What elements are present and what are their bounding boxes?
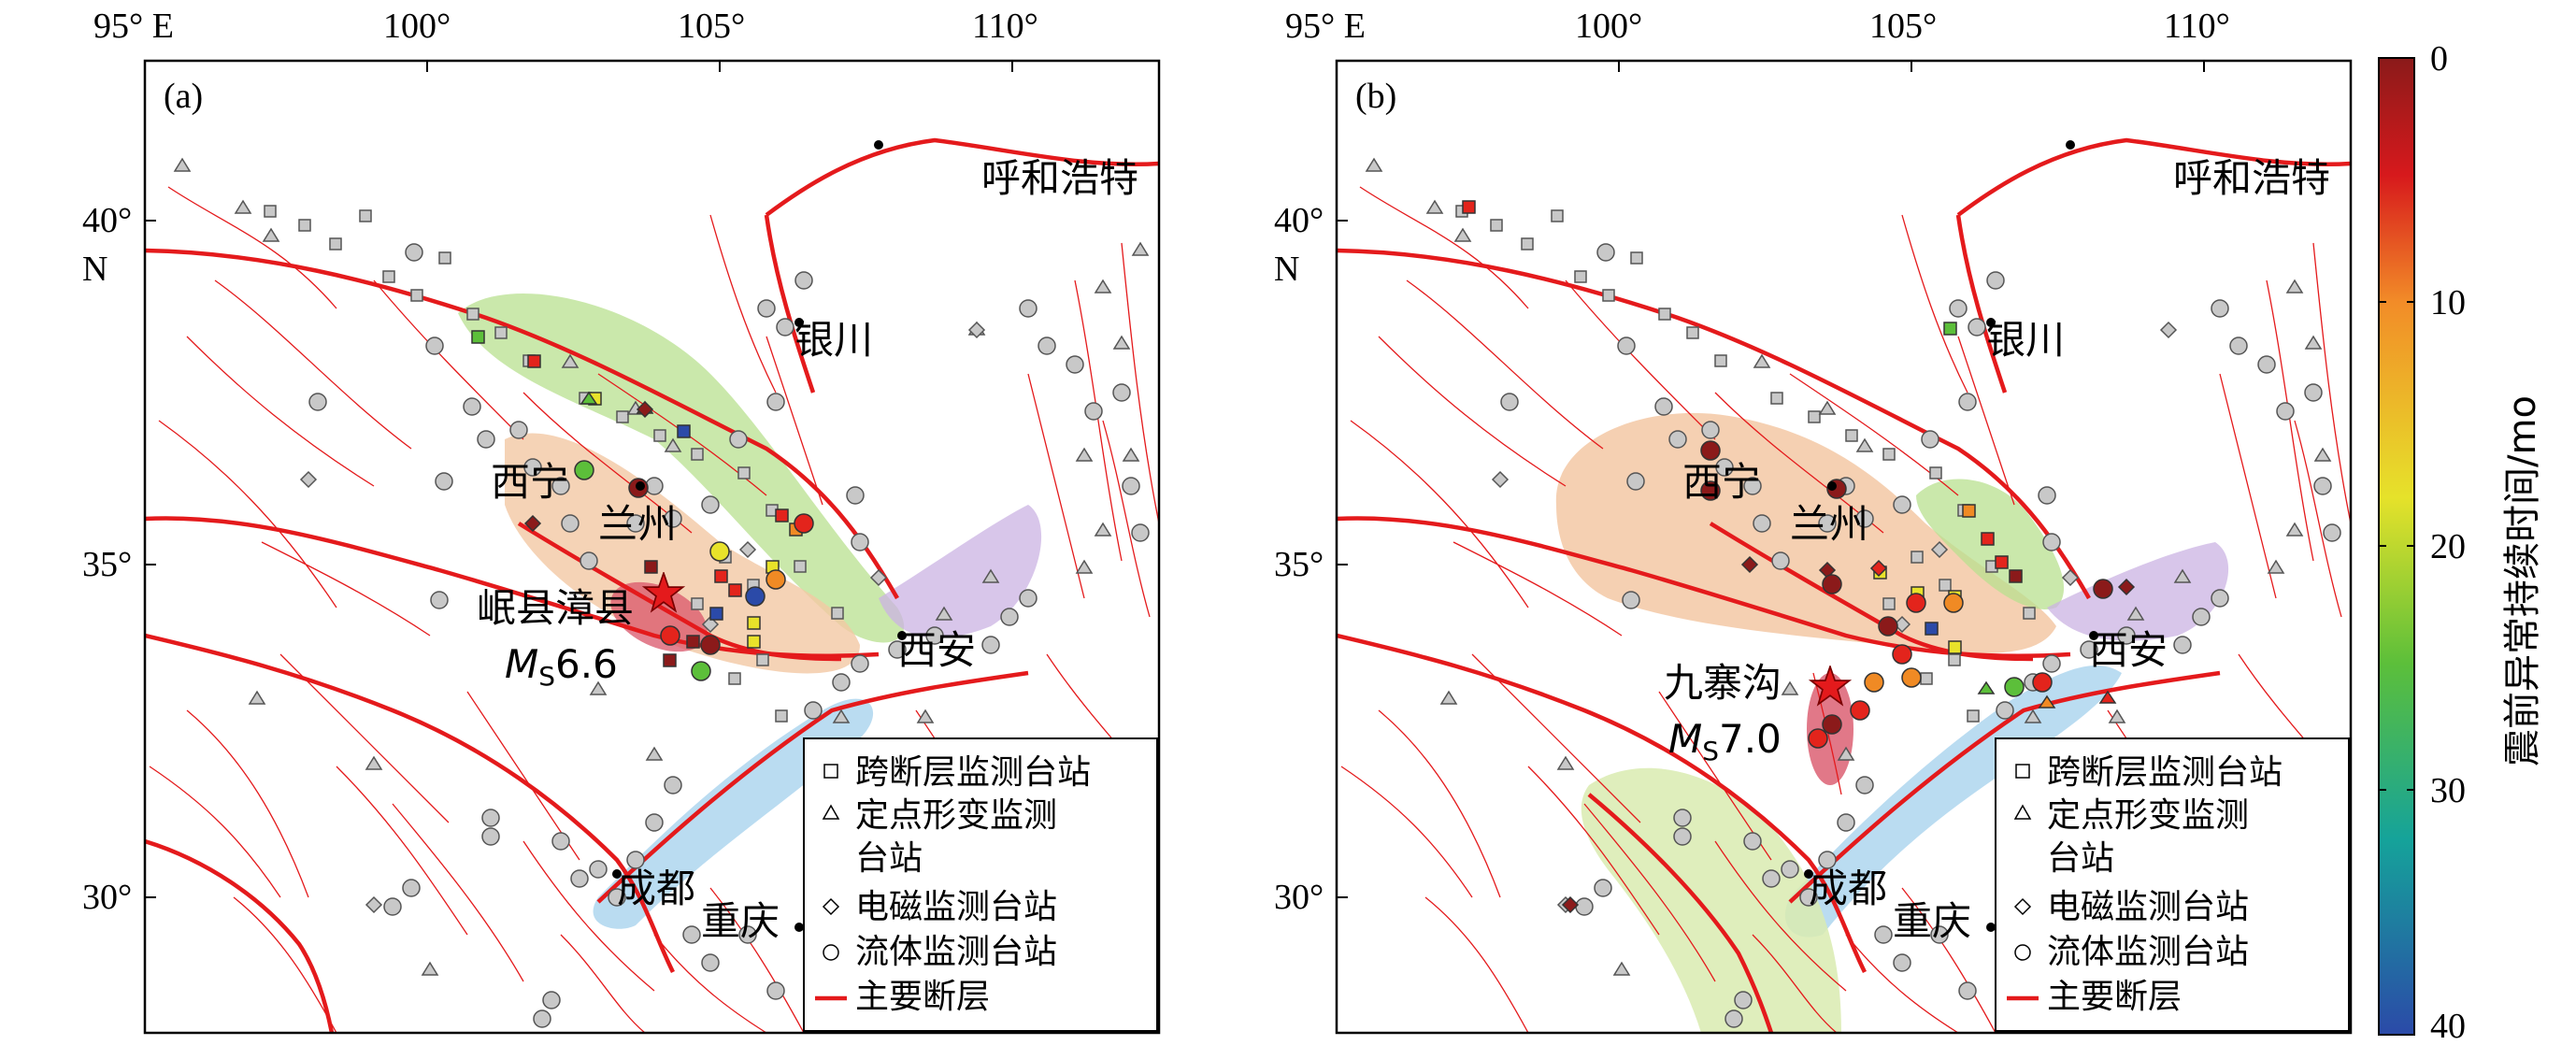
- legend-a-deformation: 定点形变监测: [855, 796, 1057, 835]
- anomaly-stations-b: [1462, 200, 2136, 914]
- city-label-chengdu: 成都: [617, 866, 695, 911]
- legend-b: 跨断层监测台站 定点形变监测 台站 电磁监测台站 流体监测台站 主要断层: [1995, 737, 2350, 1032]
- legend-b-fault: 主要断层: [2047, 978, 2182, 1016]
- colorbar-tick-20: 20: [2430, 527, 2466, 566]
- legend-a-cross-fault: 跨断层监测台站: [855, 753, 1091, 792]
- panel-b-frame: [1335, 59, 2353, 1035]
- lat-tick-30-b: 30°: [1274, 878, 1324, 917]
- epicenter-name-a: 岷县漳县: [477, 585, 634, 631]
- stations-b: [1365, 157, 2341, 1028]
- zone-orange-a: [505, 433, 860, 674]
- city-label-chongqing-b: 重庆: [1893, 898, 1971, 944]
- city-label-chengdu-b: 成都: [1809, 866, 1887, 911]
- legend-b-fluid: 流体监测台站: [2047, 933, 2249, 971]
- colorbar-tick-10: 10: [2430, 283, 2466, 322]
- panel-a-frame: [143, 59, 1161, 1035]
- legend-b-electromagnetic: 电磁监测台站: [2047, 888, 2249, 926]
- legend-a-fault: 主要断层: [855, 978, 990, 1016]
- zone-purple-a: [879, 505, 1042, 638]
- colorbar-tick-30: 30: [2430, 771, 2466, 810]
- colorbar-title: 震前异常持续时间/mo: [2501, 395, 2544, 766]
- panel-a-ticks: [144, 61, 1013, 898]
- city-label-xian-b: 西安: [2089, 627, 2168, 673]
- panel-a-label: (a): [164, 77, 203, 116]
- city-dot-huhehaote-b: [2066, 140, 2075, 150]
- city-dot-xian-b: [2089, 631, 2098, 640]
- lon-tick-105-a: 105°: [678, 7, 745, 46]
- city-label-xining: 西宁: [491, 459, 569, 505]
- legend-b-deformation-cont: 台站: [2047, 839, 2114, 878]
- zone-red-a: [610, 581, 708, 652]
- lon-tick-100-a: 100°: [383, 7, 451, 46]
- colorbar: 0 10 20 30 40 震前异常持续时间/mo: [2378, 39, 2544, 1045]
- zone-green-a: [458, 293, 905, 643]
- city-dot-yinchuan-b: [1986, 318, 1996, 327]
- lat-unit-a: N: [82, 250, 107, 289]
- city-label-xian: 西安: [897, 627, 976, 673]
- lat-tick-35-b: 35°: [1274, 545, 1324, 584]
- epicenter-magnitude-b: MS7.0: [1668, 716, 1782, 766]
- city-label-yinchuan-b: 银川: [1986, 317, 2065, 363]
- city-label-xining-b: 西宁: [1682, 459, 1761, 505]
- lat-tick-40-b: 40°: [1274, 201, 1324, 240]
- epicenter-name-b: 九寨沟: [1664, 660, 1782, 706]
- city-label-lanzhou: 兰州: [598, 501, 677, 547]
- colorbar-tick-0: 0: [2430, 39, 2448, 79]
- legend-a-deformation-cont: 台站: [855, 839, 923, 878]
- city-label-huhehaote: 呼和浩特: [981, 155, 1138, 201]
- lat-tick-35-a: 35°: [82, 545, 132, 584]
- city-dot-huhehaote-a: [874, 140, 883, 150]
- anomaly-stations-a: [471, 330, 814, 681]
- city-label-huhehaote-b: 呼和浩特: [2173, 155, 2330, 201]
- faults-a: [145, 137, 1159, 1033]
- zone-yellowgreen-b: [1581, 767, 1841, 1033]
- legend-a-fluid: 流体监测台站: [855, 933, 1057, 971]
- city-label-chongqing: 重庆: [701, 898, 780, 944]
- lat-unit-b: N: [1274, 250, 1299, 289]
- panel-a-map: 呼和浩特 银川 西宁 兰州 西安 成都 重庆 岷县漳县 MS6.6 跨断层监测台…: [145, 61, 1159, 1033]
- legend-b-cross-fault: 跨断层监测台站: [2047, 753, 2283, 792]
- city-dot-xining-a: [636, 481, 645, 491]
- city-dot-chongqing-a: [794, 923, 804, 932]
- zone-blue-b: [1784, 665, 2122, 938]
- city-dot-chengdu-a: [612, 869, 622, 879]
- lon-tick-105-b: 105°: [1869, 7, 1937, 46]
- lon-tick-110-a: 110°: [972, 7, 1038, 46]
- lat-tick-30-a: 30°: [82, 878, 132, 917]
- lon-tick-95-b: 95° E: [1285, 7, 1366, 46]
- city-label-lanzhou-b: 兰州: [1790, 501, 1868, 547]
- city-dot-chongqing-b: [1986, 923, 1996, 932]
- city-dot-xian-a: [897, 631, 907, 640]
- legend-a-electromagnetic: 电磁监测台站: [855, 888, 1057, 926]
- panel-a: 呼和浩特 银川 西宁 兰州 西安 成都 重庆 岷县漳县 MS6.6 跨断层监测台…: [82, 7, 1161, 1035]
- lat-tick-40-a: 40°: [82, 201, 132, 240]
- panel-b-ticks: [1336, 61, 2205, 898]
- epicenter-magnitude-a: MS6.6: [505, 641, 618, 692]
- stations-a: [173, 157, 1150, 1028]
- zone-purple-b: [2047, 542, 2229, 641]
- lon-tick-110-b: 110°: [2164, 7, 2230, 46]
- city-dot-chengdu-b: [1804, 869, 1813, 879]
- legend-b-deformation: 定点形变监测: [2047, 796, 2249, 835]
- city-dot-xining-b: [1827, 481, 1837, 491]
- lon-tick-100-b: 100°: [1575, 7, 1642, 46]
- city-label-yinchuan: 银川: [794, 317, 873, 363]
- colorbar-tick-40: 40: [2430, 1007, 2466, 1045]
- zone-orange-b: [1555, 412, 2056, 653]
- panel-b: 呼和浩特 银川 西宁 兰州 西安 成都 重庆 九寨沟 MS7.0 跨断层监测台站…: [1274, 7, 2353, 1035]
- legend-a: 跨断层监测台站 定点形变监测 台站 电磁监测台站 流体监测台站 主要断层: [803, 737, 1158, 1032]
- lon-tick-95-a: 95° E: [93, 7, 174, 46]
- panel-b-map: 呼和浩特 银川 西宁 兰州 西安 成都 重庆 九寨沟 MS7.0 跨断层监测台站…: [1337, 61, 2351, 1033]
- city-dot-yinchuan-a: [794, 318, 804, 327]
- panel-b-label: (b): [1355, 77, 1396, 116]
